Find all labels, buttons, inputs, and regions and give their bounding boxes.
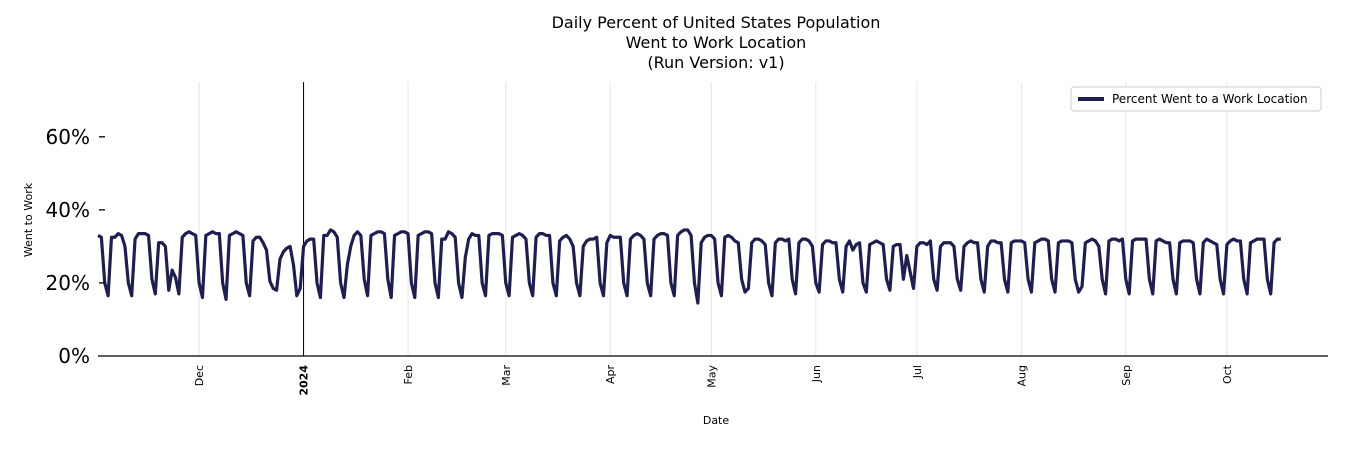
x-axis-label: Date [703,414,730,427]
chart-title-line-1: Daily Percent of United States Populatio… [552,13,881,32]
y-axis-label: Went to Work [22,182,35,257]
x-tick-label-1: 2024 [298,365,311,396]
series-line-0 [97,228,1281,305]
x-tick-label-5: May [705,365,718,388]
x-tick-label-3: Mar [500,365,513,386]
x-tick-label-6: Jun [810,365,823,383]
y-tick-label-0: 0% [58,344,90,368]
x-tick-label-9: Sep [1120,365,1133,386]
series-layer [97,228,1281,305]
x-tick-label-7: Jul [911,365,924,379]
legend-box [1070,86,1322,112]
legend-label: Percent Went to a Work Location [1112,92,1308,106]
chart-title-line-2: Went to Work Location [626,33,807,52]
grid-lines [198,82,1228,356]
legend: Percent Went to a Work Location [1070,86,1322,112]
x-tick-label-0: Dec [193,365,206,386]
x-tick-label-4: Apr [604,365,617,385]
x-tick-label-8: Aug [1015,365,1028,386]
y-tick-label-1: 20% [46,271,90,295]
chart-title-line-3: (Run Version: v1) [647,53,784,72]
x-tick-label-10: Oct [1221,364,1234,384]
x-tick-label-2: Feb [402,365,415,384]
y-tick-label-3: 60% [46,125,90,149]
x-axis-ticks: Dec 2024 Feb Mar Apr May Jun Jul Aug Sep Oct [193,364,1234,395]
y-tick-label-2: 40% [46,198,90,222]
chart-title: Daily Percent of United States Populatio… [552,13,881,72]
y-axis-ticks: 0% 20% 40% 60% [46,125,105,368]
